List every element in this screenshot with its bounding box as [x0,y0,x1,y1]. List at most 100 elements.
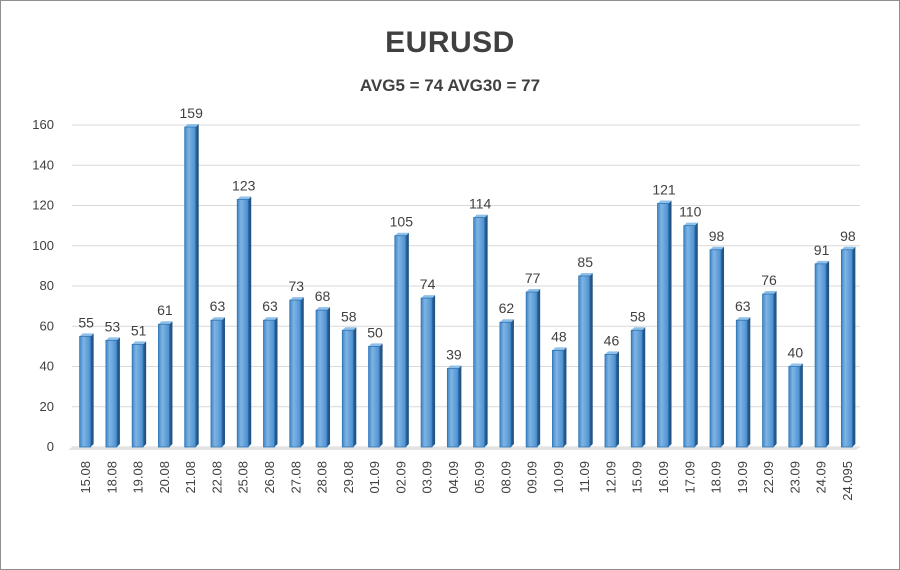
x-tick-label: 29.08 [341,461,356,494]
y-tick-label: 40 [40,359,54,374]
bar-side [510,319,514,447]
bar [735,319,748,448]
data-label: 53 [105,318,121,334]
data-label: 63 [210,298,226,314]
data-label: 77 [525,270,541,286]
bar-top [263,317,278,321]
bar-side [642,327,646,447]
bar-side [90,333,94,447]
y-tick-label: 120 [32,198,54,213]
data-label: 39 [446,347,462,363]
bar-top [158,321,173,325]
bar-top [526,289,541,293]
bar [236,199,249,448]
x-tick-label: 22.08 [209,461,224,494]
x-tick-label: 21.08 [183,461,198,494]
bar-side [432,295,436,447]
bar [578,275,591,448]
x-tick-label: 15.09 [630,461,645,494]
bar [315,309,328,448]
bar-top [841,246,856,250]
x-tick-label: 16.09 [656,461,671,494]
x-tick-label: 23.09 [787,461,802,494]
x-tick-label: 25.08 [236,461,251,494]
bar-top [184,124,199,128]
bar [289,299,302,448]
x-tick-label: 28.08 [315,461,330,494]
y-tick-label: 60 [40,318,54,333]
bar-side [668,200,672,447]
bar-side [327,307,331,447]
data-label: 85 [577,254,593,270]
bar-side [221,317,225,447]
bar-top [788,363,803,367]
bar-top [316,307,331,311]
bar [446,368,459,448]
x-tick-label: 15.08 [78,461,93,494]
bar [394,235,407,448]
data-label: 91 [814,242,830,258]
bar-top [289,297,304,301]
bar-side [195,124,199,447]
bar-top [736,317,751,321]
data-label: 114 [469,196,492,212]
bar-top [683,222,698,226]
x-tick-label: 27.08 [288,461,303,494]
x-tick-label: 24.09 [814,461,829,494]
bar-top [552,347,567,351]
bar-side [721,246,725,447]
bar-top [368,343,383,347]
chart-subtitle: AVG5 = 74 AVG30 = 77 [359,76,541,95]
bar [210,319,223,448]
bar-top [499,319,514,323]
bar-side [852,246,856,447]
bar-side [274,317,278,447]
bar-side [458,365,462,447]
data-label: 63 [262,298,278,314]
x-tick-label: 19.09 [735,461,750,494]
bar [788,366,801,448]
data-label: 98 [840,228,856,244]
bar-top [210,317,225,321]
data-label: 98 [709,228,725,244]
bar-side [300,297,304,447]
data-label: 58 [630,308,646,324]
x-tick-label: 08.09 [498,461,513,494]
x-tick-label: 26.08 [262,461,277,494]
bar [263,319,275,448]
bar [184,126,197,448]
bars [79,124,856,448]
data-label: 123 [232,177,256,193]
data-label: 50 [367,324,383,340]
chart-title: EURUSD [385,26,515,59]
data-label: 74 [420,276,436,292]
x-tick-label: 05.09 [472,461,487,494]
bar-top [604,351,619,355]
x-tick-label: 01.09 [367,461,382,494]
x-tick-label: 02.09 [393,461,408,494]
bar-top [762,291,777,295]
data-labels: 55 53 51 61 159 63 123 63 73 68 58 50 105 74 39 114 62 77… [78,105,856,363]
bar-top [105,337,120,341]
data-label: 40 [788,345,804,361]
bar [814,263,827,448]
x-tick-label: 18.08 [104,461,119,494]
chart-floor [68,447,860,450]
data-label: 61 [157,302,173,318]
bar-top [815,260,830,264]
bar-side [589,272,593,447]
x-tick-label: 18.09 [709,461,724,494]
bar-side [537,289,541,447]
x-tick-label: 03.09 [420,461,435,494]
data-label: 46 [604,332,620,348]
bar-side [799,363,803,447]
bar [762,293,774,448]
bar-top [578,272,593,276]
y-tick-label: 20 [40,399,54,414]
bar-side [615,351,619,447]
data-label: 76 [761,272,777,288]
data-label: 62 [499,300,515,316]
data-label: 73 [288,278,304,294]
bar [420,297,433,448]
